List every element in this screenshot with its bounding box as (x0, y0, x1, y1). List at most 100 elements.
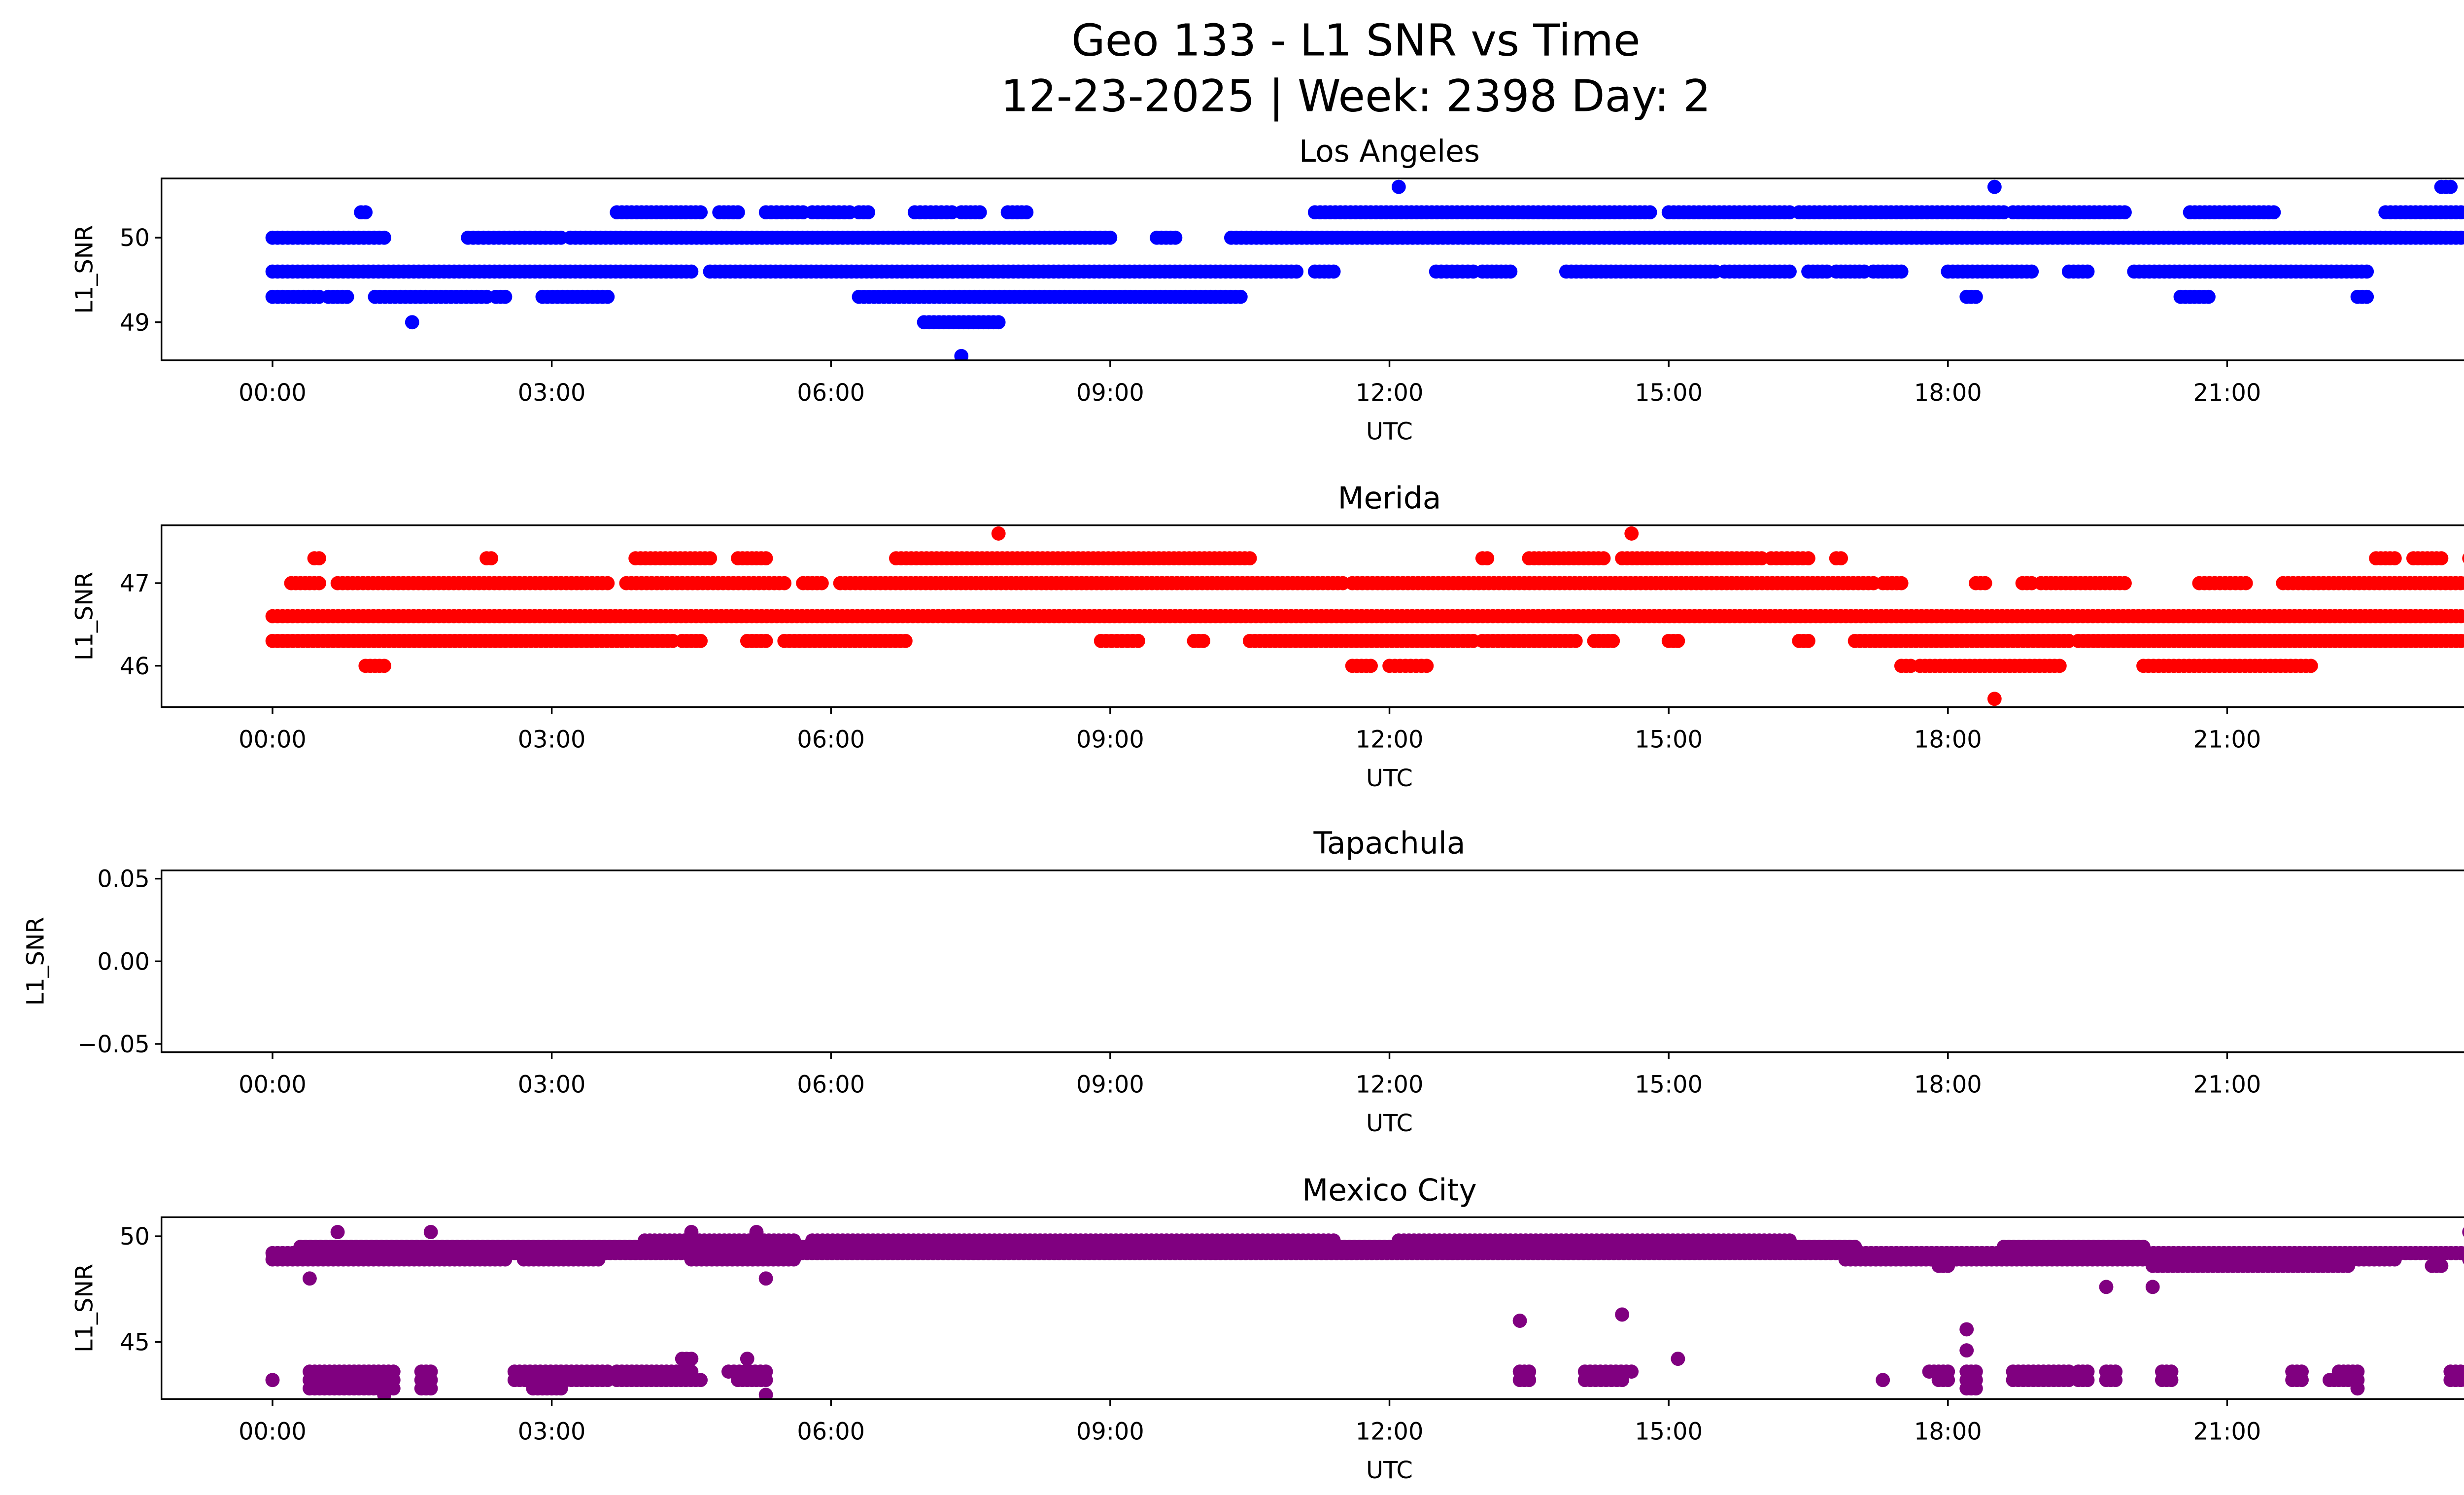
data-point (2201, 289, 2216, 304)
data-point (787, 1252, 801, 1267)
x-tick-label: 06:00 (797, 1418, 865, 1445)
data-point (2118, 205, 2132, 220)
data-point (600, 289, 615, 304)
scatter-series (265, 526, 2464, 706)
data-point (758, 551, 773, 565)
data-point (1419, 659, 1434, 673)
x-tick-label: 21:00 (2193, 1072, 2261, 1099)
x-tick-label: 09:00 (1076, 726, 1144, 753)
data-point (2024, 264, 2039, 279)
data-point (1624, 1364, 1639, 1379)
x-axis-label: UTC (1366, 1457, 1413, 1484)
data-point (1615, 1307, 1629, 1322)
chart-title: Geo 133 - L1 SNR vs Time (1071, 15, 1640, 66)
y-tick-label: 45 (120, 1329, 150, 1356)
panel-tapachula: Tapachula 00:00 03:00 06:00 09:00 12:00 15:00 1… (23, 826, 2464, 1137)
data-point (1782, 1233, 1797, 1248)
data-point (1019, 205, 1034, 220)
data-point (2360, 289, 2374, 304)
x-tick-label: 12:00 (1356, 726, 1424, 753)
data-point (423, 1225, 438, 1239)
y-axis-label: L1_SNR (23, 917, 50, 1006)
data-point (265, 1373, 280, 1388)
x-tick-label: 09:00 (1076, 1418, 1144, 1445)
data-point (2294, 1373, 2309, 1388)
data-point (484, 551, 499, 565)
data-point (377, 230, 391, 245)
x-tick-label: 00:00 (239, 1072, 307, 1099)
data-point (1876, 1373, 1890, 1388)
data-point (1364, 659, 1378, 673)
data-point (1326, 1233, 1341, 1248)
y-tick-label: 47 (120, 570, 150, 597)
data-point (1782, 264, 1797, 279)
data-point (703, 551, 718, 565)
x-tick-label: 00:00 (239, 1418, 307, 1445)
data-point (358, 205, 373, 220)
data-point (2360, 264, 2374, 279)
data-point (423, 1381, 438, 1396)
x-tick-label: 18:00 (1914, 1072, 1982, 1099)
panel-title: Merida (1338, 481, 1441, 516)
panel-title: Los Angeles (1299, 134, 1480, 169)
x-tick-label: 12:00 (1356, 380, 1424, 407)
y-tick-label: 0.05 (97, 866, 149, 893)
data-point (693, 633, 708, 648)
data-point (1941, 1373, 1955, 1388)
data-point (1671, 1352, 1685, 1366)
data-point (1391, 179, 1406, 194)
data-point (1978, 576, 1992, 591)
data-point (684, 264, 699, 279)
data-point (2388, 1252, 2402, 1267)
data-point (2459, 231, 2464, 245)
data-point (2136, 1240, 2151, 1254)
x-tick-label: 03:00 (518, 726, 586, 753)
data-point (684, 1352, 699, 1366)
x-tick-label: 18:00 (1914, 380, 1982, 407)
panel-title: Tapachula (1313, 826, 1466, 861)
data-point (991, 315, 1006, 330)
data-point (2164, 1373, 2179, 1388)
data-point (498, 1252, 513, 1267)
data-point (2341, 1258, 2356, 1273)
data-point (1233, 289, 1248, 304)
data-point (2459, 634, 2464, 648)
data-point (312, 551, 326, 565)
data-point (2108, 1373, 2123, 1388)
data-point (684, 1225, 699, 1239)
data-point (2443, 179, 2458, 194)
data-point (861, 205, 876, 220)
data-point (1624, 526, 1639, 541)
data-point (1196, 633, 1210, 648)
data-point (2145, 1280, 2160, 1294)
y-tick-label: 50 (120, 225, 150, 252)
data-point (1242, 551, 1257, 565)
data-point (340, 289, 354, 304)
data-point (312, 576, 326, 591)
data-point (498, 289, 513, 304)
data-point (600, 576, 615, 591)
y-tick-label: 49 (120, 310, 150, 337)
data-point (1606, 633, 1620, 648)
data-point (2099, 1280, 2114, 1294)
data-point (1522, 1373, 1537, 1388)
x-tick-label: 06:00 (797, 380, 865, 407)
data-point (1987, 179, 2002, 194)
data-point (1969, 1381, 1983, 1396)
data-point (2388, 551, 2402, 565)
data-point (1848, 1240, 1862, 1254)
data-point (1959, 1322, 1974, 1337)
data-point (1596, 551, 1611, 565)
data-point (1103, 230, 1118, 245)
scatter-series (265, 1225, 2464, 1399)
x-tick-label: 03:00 (518, 1418, 586, 1445)
data-point (377, 1388, 391, 1399)
x-tick-label: 09:00 (1076, 380, 1144, 407)
chart-subtitle: 12-23-2025 | Week: 2398 Day: 2 (1001, 70, 1711, 122)
data-point (758, 633, 773, 648)
panel-los-angeles: Los Angeles 00:00 03:00 06:00 09:00 12:00 15:0… (71, 134, 2464, 445)
data-point (330, 1225, 345, 1239)
data-point (2459, 1373, 2464, 1387)
data-point (731, 205, 745, 220)
